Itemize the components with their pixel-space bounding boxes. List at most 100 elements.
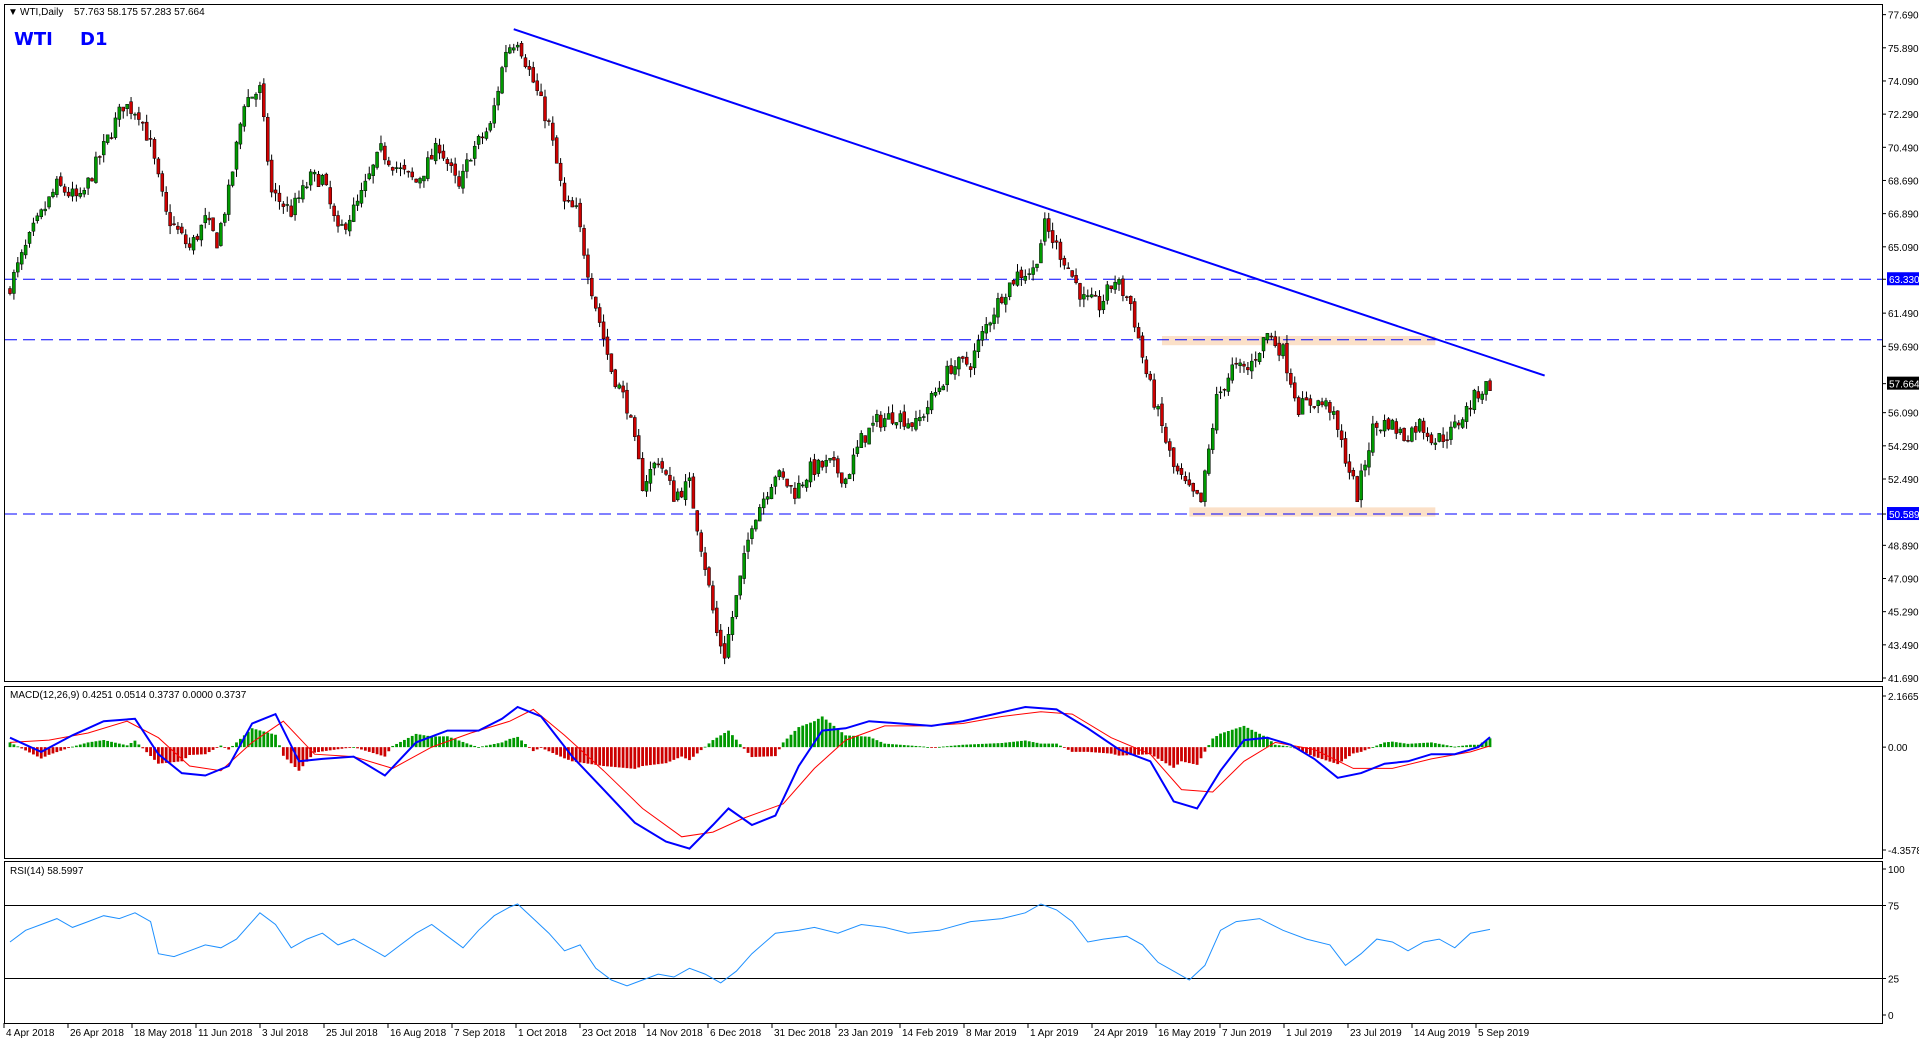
candle-body — [461, 170, 465, 189]
macd-histogram-bar — [328, 747, 332, 751]
candle — [402, 159, 407, 175]
price-axis-label: 68.690 — [1888, 176, 1919, 187]
candle — [238, 122, 243, 150]
macd-histogram-bar — [1055, 743, 1058, 748]
candle — [1015, 264, 1020, 287]
candle-body — [156, 158, 161, 175]
candle-body — [59, 176, 63, 186]
macd-histogram-bar — [137, 744, 141, 748]
macd-histogram-bar — [399, 741, 402, 748]
candle-body — [1078, 283, 1082, 300]
macd-histogram-bar — [770, 747, 773, 757]
macd-histogram-bar — [516, 736, 520, 748]
macd-histogram-bar — [937, 746, 941, 748]
macd-histogram-bar — [1031, 742, 1035, 748]
macd-histogram-bar — [1406, 743, 1410, 748]
macd-histogram-bar — [78, 744, 82, 748]
candle-body — [262, 83, 266, 117]
zones-layer — [1161, 335, 1436, 517]
candle — [504, 44, 508, 73]
candle-body — [258, 85, 262, 93]
candle-body — [629, 415, 633, 418]
macd-histogram-bar — [633, 747, 637, 769]
macd-histogram-bar — [1398, 742, 1402, 748]
macd-histogram-bar — [781, 742, 785, 748]
candle — [843, 477, 848, 488]
candle-body — [219, 223, 223, 246]
macd-histogram-bar — [1344, 747, 1347, 759]
candle-body — [765, 496, 770, 500]
candle — [273, 182, 278, 202]
candle — [664, 469, 668, 476]
candle — [644, 475, 649, 497]
time-axis-label: 1 Oct 2018 — [518, 1028, 567, 1039]
macd-histogram-bar — [563, 747, 566, 759]
candle — [1140, 332, 1145, 364]
candle-body — [43, 208, 47, 212]
candle — [703, 546, 707, 576]
macd-histogram-bar — [1168, 747, 1172, 766]
macd-histogram-bar — [512, 737, 516, 748]
candle — [429, 148, 434, 160]
candle — [929, 391, 934, 415]
candle-body — [1222, 388, 1227, 391]
candle-body — [980, 331, 985, 341]
candle — [449, 158, 454, 173]
candle-body — [1121, 278, 1125, 296]
macd-histogram-bar — [1379, 743, 1383, 748]
rsi-panel-frame — [4, 861, 1883, 1024]
macd-histogram-bar — [1023, 740, 1027, 748]
candle-body — [914, 418, 918, 430]
candle-body — [250, 96, 254, 99]
candle-body — [172, 223, 176, 226]
candle — [1417, 418, 1422, 433]
candle-body — [715, 607, 719, 633]
candle — [371, 163, 375, 184]
macd-histogram-bar — [641, 747, 645, 767]
candle-body — [129, 101, 133, 114]
candle-body — [23, 244, 28, 256]
candle-body — [652, 462, 657, 469]
macd-histogram-bar — [813, 721, 816, 748]
candle-body — [1324, 400, 1328, 407]
candle — [390, 166, 395, 176]
candle — [547, 118, 551, 126]
macd-histogram-bar — [731, 735, 734, 748]
macd-histogram-bar — [902, 745, 906, 748]
macd-histogram-bar — [1262, 735, 1265, 748]
macd-histogram-bar — [1043, 743, 1047, 748]
candle — [957, 356, 961, 377]
candle — [117, 103, 122, 127]
candle — [1062, 255, 1067, 270]
candle — [1429, 432, 1434, 446]
candle-body — [890, 412, 895, 424]
candle-body — [992, 314, 996, 324]
macd-histogram-bar — [606, 747, 609, 767]
candle — [86, 177, 90, 195]
candle-body — [168, 212, 172, 227]
macd-histogram-bar — [1074, 747, 1078, 752]
macd-histogram-bar — [371, 747, 375, 754]
macd-histogram-bar — [274, 734, 277, 748]
candle — [31, 217, 36, 236]
candle — [1433, 438, 1438, 451]
macd-histogram-bar — [1301, 747, 1304, 752]
candle — [1449, 421, 1453, 445]
macd-histogram-bar — [1102, 747, 1105, 754]
candle — [469, 158, 473, 162]
candle-body — [1359, 470, 1363, 501]
candle — [109, 132, 114, 140]
candle-body — [1031, 267, 1035, 275]
macd-histogram-bar — [914, 745, 918, 748]
price-axis-label: 52.490 — [1888, 475, 1919, 486]
macd-histogram-bar — [750, 747, 754, 758]
candle-body — [273, 189, 278, 194]
candle-body — [949, 365, 953, 374]
macd-histogram-bar — [688, 747, 691, 761]
candle-body — [1242, 363, 1246, 367]
candle-body — [1246, 367, 1250, 371]
candle-body — [187, 243, 192, 248]
candle-body — [594, 296, 598, 309]
macd-histogram-bar — [1164, 747, 1168, 764]
macd-histogram-bar — [934, 747, 937, 748]
